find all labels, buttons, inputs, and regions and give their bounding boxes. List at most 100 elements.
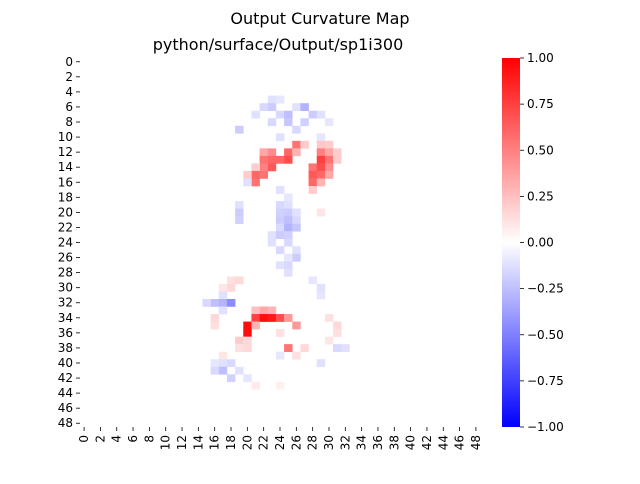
- heatmap-cell: [267, 306, 277, 315]
- y-tick-label: 44: [58, 386, 73, 400]
- colorbar-tick-label: 0.00: [527, 236, 554, 250]
- y-tick-label: 30: [58, 281, 73, 295]
- y-tick-label: 28: [58, 266, 73, 280]
- colorbar-tick-label: −0.50: [527, 328, 564, 342]
- heatmap-cell: [243, 329, 252, 337]
- heatmap-cell: [284, 238, 293, 247]
- heatmap-cell: [292, 125, 301, 134]
- heatmap-cell: [251, 110, 260, 119]
- heatmap-cell: [218, 366, 228, 375]
- y-tick-label: 24: [58, 236, 73, 250]
- heatmap-cell: [243, 336, 252, 345]
- heatmap-cell: [292, 208, 301, 217]
- y-tick-label: 10: [58, 130, 73, 144]
- heatmap-cell: [316, 170, 326, 179]
- heatmap-cell: [333, 344, 342, 352]
- x-tick-label: 14: [191, 435, 205, 450]
- heatmap-cell: [218, 298, 228, 307]
- heatmap-cell: [243, 344, 252, 352]
- heatmap-cell: [308, 163, 318, 172]
- x-tick-label: 12: [175, 435, 189, 450]
- heatmap-cell: [226, 374, 236, 383]
- x-tick-label: 10: [159, 435, 173, 450]
- y-tick-label: 32: [58, 296, 73, 310]
- heatmap-cell: [210, 359, 220, 368]
- heatmap-cell: [243, 374, 252, 383]
- heatmap-cell: [292, 223, 301, 232]
- y-tick-label: 36: [58, 326, 73, 340]
- heatmap-cell: [275, 223, 285, 232]
- colorbar-tick-label: −1.00: [527, 420, 564, 434]
- y-tick-label: 48: [58, 416, 73, 430]
- heatmap-cell: [284, 216, 293, 224]
- heatmap-cell: [275, 261, 285, 270]
- heatmap-cell: [284, 155, 293, 164]
- colorbar-ticks: 1.00 0.75 0.50 0.25 0.00 −0.25 −0.50 −0.75 −1.00: [520, 51, 564, 434]
- chart-title: Output Curvature Map: [230, 9, 409, 28]
- x-tick-label: 46: [453, 435, 467, 450]
- heatmap-cell: [308, 170, 318, 179]
- heatmap-cell: [251, 321, 260, 330]
- heatmap-cell: [308, 178, 318, 187]
- heatmap-cell: [210, 321, 220, 330]
- x-tick-label: 8: [142, 435, 156, 443]
- heatmap-cell: [202, 298, 211, 307]
- heatmap-cell: [235, 276, 244, 285]
- heatmap-cell: [324, 148, 334, 157]
- heatmap-cell: [292, 351, 301, 360]
- heatmap-cell: [218, 306, 228, 315]
- heatmap-cell: [226, 283, 236, 292]
- x-tick-label: 26: [289, 435, 303, 450]
- heatmap-cell: [235, 336, 244, 345]
- heatmap-cell: [226, 298, 236, 307]
- heatmap-cell: [259, 170, 269, 179]
- y-tick-label: 42: [58, 371, 73, 385]
- heatmap-cell: [284, 201, 293, 209]
- heatmap-cell: [284, 268, 293, 277]
- x-tick-label: 0: [77, 435, 91, 443]
- heatmap-cell: [275, 95, 285, 104]
- heatmap-cell: [284, 231, 293, 240]
- y-tick-label: 4: [65, 85, 73, 99]
- heatmap-cell: [333, 155, 342, 164]
- heatmap-cell: [251, 306, 260, 315]
- heatmap-cell: [267, 163, 277, 172]
- heatmap-cell: [275, 246, 285, 255]
- y-tick-label: 38: [58, 341, 73, 355]
- colorbar-tick-label: 1.00: [527, 51, 554, 65]
- heatmap-cell: [210, 298, 220, 307]
- heatmap-cell: [324, 140, 334, 149]
- heatmap-cell: [235, 125, 244, 134]
- y-axis-ticks: 0246810121416182022242628303234363840424…: [58, 55, 80, 430]
- heatmap-cell: [267, 231, 277, 240]
- heatmap-cell: [284, 148, 293, 157]
- heatmap-cell: [308, 186, 318, 194]
- heatmap-cell: [259, 163, 269, 172]
- y-tick-label: 18: [58, 190, 73, 204]
- heatmap-cell: [267, 103, 277, 112]
- heatmap-cell: [243, 321, 252, 330]
- heatmap-cell: [300, 140, 309, 149]
- heatmap-cell: [267, 314, 277, 322]
- colorbar-tick-label: 0.25: [527, 189, 554, 203]
- heatmap-cell: [316, 208, 326, 217]
- y-tick-label: 34: [58, 311, 73, 325]
- x-tick-label: 40: [404, 435, 418, 450]
- heatmap-cell: [316, 283, 326, 292]
- heatmap-cell: [308, 110, 318, 119]
- heatmap-cell: [316, 155, 326, 164]
- heatmap-cell: [259, 155, 269, 164]
- heatmap-cell: [292, 103, 301, 112]
- heatmap-cell: [316, 291, 326, 300]
- heatmap-cell: [324, 170, 334, 179]
- heatmap-cell: [267, 95, 277, 104]
- heatmap-cell: [251, 314, 260, 322]
- heatmap-cell: [235, 344, 244, 352]
- x-tick-label: 28: [306, 435, 320, 450]
- x-tick-label: 16: [208, 435, 222, 450]
- x-tick-label: 18: [224, 435, 238, 450]
- heatmap-cell: [275, 155, 285, 164]
- colorbar-tick-label: 0.75: [527, 97, 554, 111]
